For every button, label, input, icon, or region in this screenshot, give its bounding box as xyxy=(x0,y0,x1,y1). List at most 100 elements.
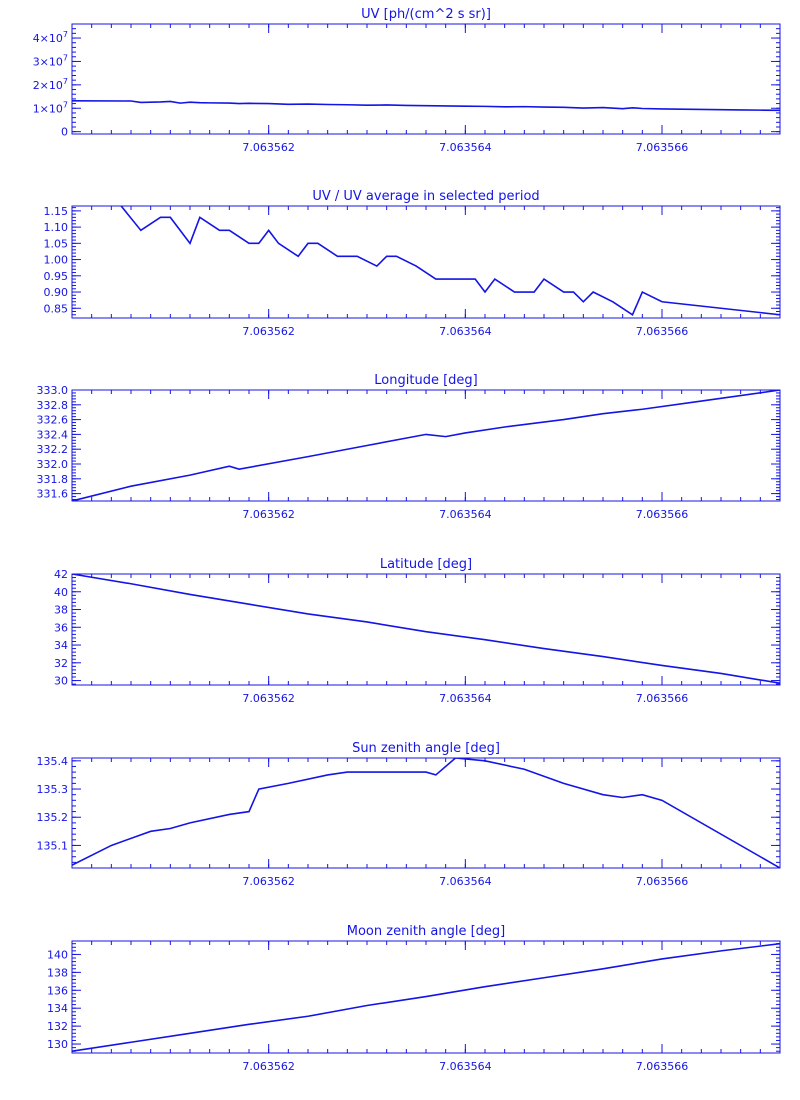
x-tick-label: 7.063564 xyxy=(439,141,492,154)
plot-panel-6: Moon zenith angle [deg] 7.063562 7.063564 7… xyxy=(47,924,781,1073)
plot-title: Moon zenith angle [deg] xyxy=(347,924,505,939)
y-tick-label: 332.8 xyxy=(37,399,69,412)
y-tick-exponent: 7 xyxy=(63,30,68,39)
plot-frame xyxy=(71,757,781,869)
y-tick-label: 1.15 xyxy=(44,205,69,218)
y-tick-exponent: 7 xyxy=(63,77,68,86)
y-tick-label-text: 134 xyxy=(47,1002,68,1015)
y-tick-label-text: 1.15 xyxy=(44,205,69,218)
y-tick-label-text: 138 xyxy=(47,966,68,979)
y-tick-label-text: 331.6 xyxy=(37,488,69,501)
plot-panel-5: Sun zenith angle [deg] 7.063562 7.063564 7.… xyxy=(37,741,781,888)
y-tick-label: 34 xyxy=(54,639,68,652)
y-tick-label-text: 332.0 xyxy=(37,458,69,471)
plot-frame xyxy=(71,573,781,686)
y-tick-label: 136 xyxy=(47,984,68,997)
x-tick-label: 7.063564 xyxy=(439,875,492,888)
y-tick-label: 138 xyxy=(47,966,68,979)
y-tick-label-text: 130 xyxy=(47,1038,68,1051)
series-line-1 xyxy=(72,942,780,1053)
y-tick-label: 36 xyxy=(54,621,68,634)
y-tick-label: 2×107 xyxy=(33,77,68,92)
y-tick-label-text: 332.4 xyxy=(37,428,69,441)
y-tick-label: 32 xyxy=(54,657,68,670)
plot-title: Latitude [deg] xyxy=(380,557,472,572)
y-tick-label-text: 40 xyxy=(54,586,68,599)
y-tick-label: 132 xyxy=(47,1020,68,1033)
y-tick-label: 331.6 xyxy=(37,488,69,501)
y-tick-label-text: 0.90 xyxy=(44,286,69,299)
series-line-1 xyxy=(120,206,780,316)
y-tick-label: 0.90 xyxy=(44,286,69,299)
y-tick-label: 135.1 xyxy=(37,839,69,852)
y-tick-exponent: 7 xyxy=(63,53,68,62)
y-tick-label-text: 32 xyxy=(54,657,68,670)
y-tick-label: 140 xyxy=(47,948,68,961)
plot-frame xyxy=(71,205,781,319)
y-tick-label: 332.0 xyxy=(37,458,69,471)
series-line-1 xyxy=(72,390,780,501)
x-tick-label: 7.063566 xyxy=(636,692,689,705)
y-tick-label: 42 xyxy=(54,568,68,581)
y-tick-label-text: 135.1 xyxy=(37,839,69,852)
y-tick-label-text: 132 xyxy=(47,1020,68,1033)
series-line-1 xyxy=(72,574,780,685)
y-tick-label: 38 xyxy=(54,604,68,617)
y-tick-label-text: 1.00 xyxy=(44,254,69,267)
x-tick-label: 7.063564 xyxy=(439,508,492,521)
x-tick-label: 7.063564 xyxy=(439,692,492,705)
plot-panel-1: UV [ph/(cm^2 s sr)] 7.063562 7.063564 7.063… xyxy=(33,7,781,154)
y-tick-label-text: 36 xyxy=(54,621,68,634)
series-line-1 xyxy=(72,99,780,112)
y-tick-label: 4×107 xyxy=(33,30,68,45)
y-tick-label-text: 4×10 xyxy=(33,32,63,45)
y-tick-label-text: 135.4 xyxy=(37,755,69,768)
y-tick-label: 331.8 xyxy=(37,473,69,486)
plot-title: UV [ph/(cm^2 s sr)] xyxy=(361,7,491,22)
x-tick-label: 7.063566 xyxy=(636,1060,689,1073)
y-tick-label: 0.85 xyxy=(44,302,69,315)
plot-frame xyxy=(71,23,781,135)
y-tick-label-text: 3×10 xyxy=(33,55,63,68)
x-tick-label: 7.063566 xyxy=(636,141,689,154)
x-tick-label: 7.063562 xyxy=(242,1060,295,1073)
y-tick-label-text: 38 xyxy=(54,604,68,617)
x-tick-label: 7.063566 xyxy=(636,508,689,521)
y-tick-label: 30 xyxy=(54,675,68,688)
y-tick-label-text: 332.6 xyxy=(37,414,69,427)
y-tick-label-text: 333.0 xyxy=(37,384,69,397)
x-tick-label: 7.063562 xyxy=(242,325,295,338)
y-tick-label-text: 1×10 xyxy=(33,102,63,115)
y-tick-exponent: 7 xyxy=(63,100,68,109)
y-tick-label-text: 0.95 xyxy=(44,270,69,283)
y-tick-label-text: 332.2 xyxy=(37,443,69,456)
y-tick-label: 1.05 xyxy=(44,237,69,250)
y-tick-label-text: 136 xyxy=(47,984,68,997)
y-tick-label-text: 332.8 xyxy=(37,399,69,412)
x-tick-label: 7.063566 xyxy=(636,875,689,888)
y-tick-label: 0 xyxy=(61,126,68,139)
y-tick-label: 135.2 xyxy=(37,811,69,824)
x-tick-label: 7.063562 xyxy=(242,141,295,154)
plot-title: Longitude [deg] xyxy=(374,373,477,388)
plot-panel-4: Latitude [deg] 7.063562 7.063564 7.063566 30… xyxy=(54,557,781,705)
x-tick-label: 7.063566 xyxy=(636,325,689,338)
y-tick-label: 130 xyxy=(47,1038,68,1051)
x-tick-label: 7.063562 xyxy=(242,875,295,888)
y-tick-label: 333.0 xyxy=(37,384,69,397)
y-tick-label: 1.10 xyxy=(44,221,69,234)
y-tick-label-text: 140 xyxy=(47,948,68,961)
y-tick-label: 135.3 xyxy=(37,783,69,796)
y-tick-label-text: 331.8 xyxy=(37,473,69,486)
y-tick-label: 332.4 xyxy=(37,428,69,441)
plot-title: Sun zenith angle [deg] xyxy=(352,741,500,756)
y-tick-label-text: 0 xyxy=(61,126,68,139)
y-tick-label-text: 0.85 xyxy=(44,302,69,315)
y-tick-label-text: 1.05 xyxy=(44,237,69,250)
y-tick-label-text: 1.10 xyxy=(44,221,69,234)
y-tick-label-text: 135.2 xyxy=(37,811,69,824)
y-tick-label: 134 xyxy=(47,1002,68,1015)
x-tick-label: 7.063564 xyxy=(439,325,492,338)
y-tick-label-text: 135.3 xyxy=(37,783,69,796)
